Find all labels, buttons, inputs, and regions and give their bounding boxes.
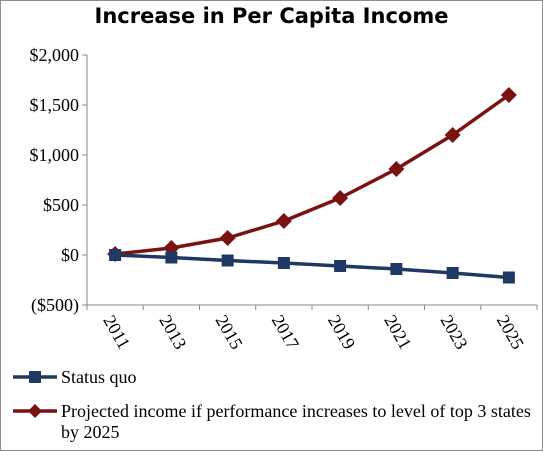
y-tick-label: ($500) xyxy=(31,295,79,316)
x-tick-label: 2013 xyxy=(155,311,190,352)
data-point-square xyxy=(277,257,290,269)
chart-plot-area: $2,000 $1,500 $1,000 $500 $0 ($500) 2011 2013 20… xyxy=(30,45,538,353)
data-point-diamond xyxy=(388,161,405,177)
chart-title: Increase in Per Capita Income xyxy=(94,4,449,28)
legend-swatch xyxy=(13,371,57,383)
data-point-square xyxy=(446,267,459,279)
data-point-diamond xyxy=(444,127,461,143)
data-point-square xyxy=(109,249,122,261)
x-tick-label: 2017 xyxy=(268,311,303,352)
x-tick-label: 2021 xyxy=(380,311,415,352)
legend-label: Projected income if performance increase… xyxy=(61,401,531,442)
series-line-square xyxy=(115,253,510,280)
x-tick-label: 2023 xyxy=(437,311,472,352)
legend-swatch xyxy=(13,404,57,418)
data-point-square xyxy=(502,271,515,284)
series-line-diamond xyxy=(114,93,510,256)
x-tick-label: 2019 xyxy=(324,311,359,352)
y-tick-label: $1,500 xyxy=(30,95,80,115)
data-point-square xyxy=(390,263,403,275)
legend-label: Status quo xyxy=(61,367,137,387)
data-point-square xyxy=(221,254,234,267)
data-point-diamond xyxy=(275,213,292,229)
data-point-diamond xyxy=(332,190,349,206)
x-tick-label: 2011 xyxy=(99,312,134,353)
data-point-square xyxy=(165,251,178,264)
y-tick-label: $0 xyxy=(61,245,79,265)
x-tick-label: 2015 xyxy=(212,311,247,352)
x-tick-label: 2025 xyxy=(493,311,528,352)
data-point-diamond xyxy=(500,87,517,103)
data-point-square xyxy=(334,260,347,272)
data-point-diamond xyxy=(219,230,236,246)
y-tick-label: $2,000 xyxy=(30,45,80,65)
y-tick-label: $1,000 xyxy=(30,145,80,165)
y-tick-label: $500 xyxy=(43,195,79,215)
